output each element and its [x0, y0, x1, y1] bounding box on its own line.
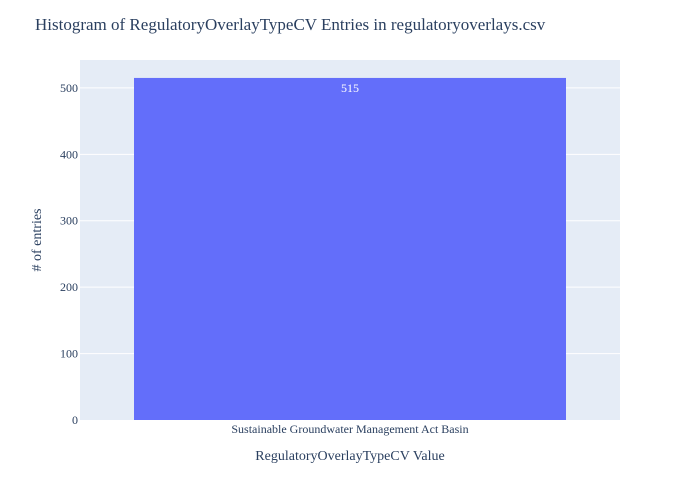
y-axis-ticks: 0 100 200 300 400 500 [60, 81, 78, 427]
y-tick-label: 100 [60, 347, 78, 361]
bar [134, 77, 566, 420]
y-tick-label: 500 [60, 81, 78, 95]
y-tick-label: 0 [72, 413, 78, 427]
y-axis-title: # of entries [30, 209, 45, 272]
chart-title: Histogram of RegulatoryOverlayTypeCV Ent… [35, 15, 546, 34]
x-axis-title: RegulatoryOverlayTypeCV Value [255, 449, 444, 464]
x-axis-ticks: Sustainable Groundwater Management Act B… [231, 422, 468, 436]
y-tick-label: 400 [60, 147, 78, 161]
y-tick-label: 300 [60, 214, 78, 228]
bars: 515 [134, 77, 566, 420]
bar-data-label: 515 [341, 81, 359, 95]
x-tick-label: Sustainable Groundwater Management Act B… [231, 422, 468, 436]
y-tick-label: 200 [60, 280, 78, 294]
